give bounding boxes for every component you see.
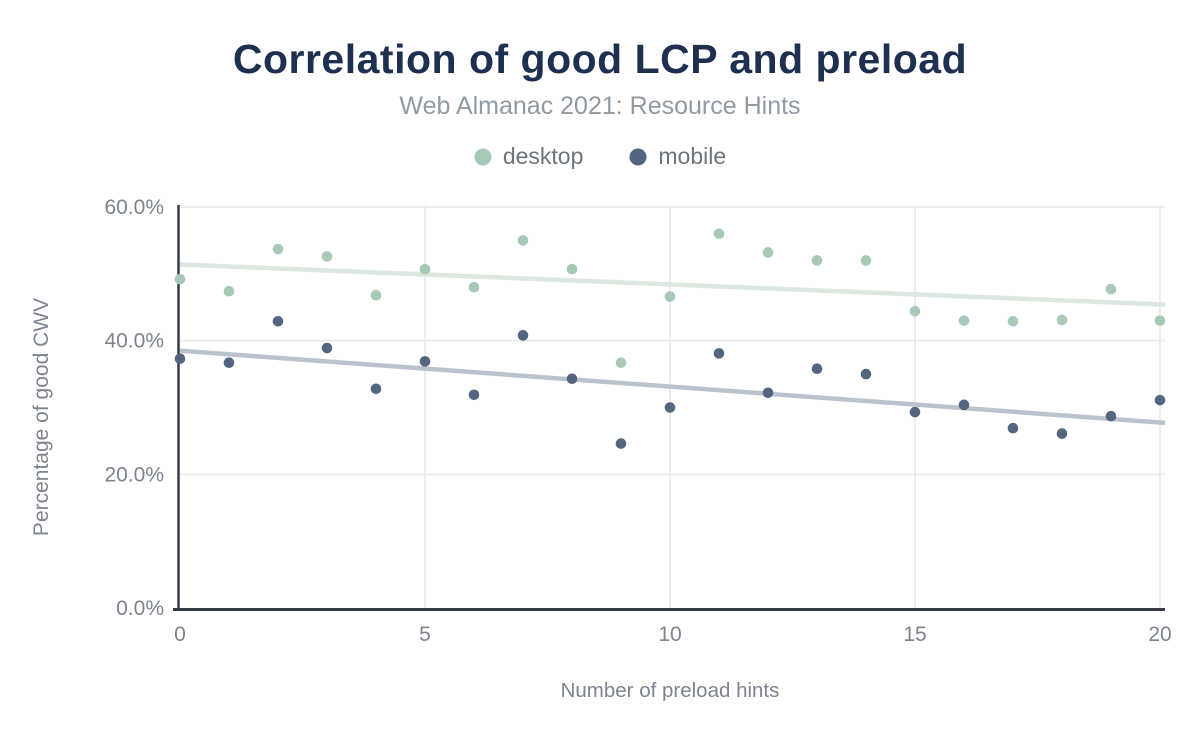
legend-label-mobile: mobile [658, 143, 727, 169]
data-point-mobile [223, 357, 235, 369]
data-point-desktop [762, 247, 774, 258]
x-tick-label: 20 [1148, 623, 1171, 646]
data-point-desktop [468, 281, 480, 293]
data-point-desktop [811, 255, 823, 266]
x-tick-label: 15 [903, 623, 926, 646]
trendline-mobile [179, 348, 1166, 426]
x-axis-title: Number of preload hints [561, 679, 780, 702]
data-point-mobile [517, 330, 529, 341]
mobile-swatch-icon [629, 148, 647, 165]
data-point-mobile [958, 399, 970, 411]
data-point-mobile [664, 402, 676, 413]
data-point-desktop [370, 289, 382, 301]
data-point-desktop [517, 235, 529, 246]
data-point-desktop [1105, 283, 1117, 295]
data-point-desktop [860, 255, 872, 266]
y-axis-title: Percentage of good CWV [30, 298, 53, 536]
chart-title: Correlation of good LCP and preload [232, 36, 968, 82]
data-point-desktop [958, 315, 970, 326]
data-point-desktop [615, 357, 627, 369]
chart-subtitle: Web Almanac 2021: Resource Hints [399, 92, 801, 120]
data-point-mobile [419, 356, 431, 367]
y-tick-label: 40.0% [104, 330, 164, 353]
data-point-mobile [1154, 394, 1166, 406]
data-point-desktop [272, 243, 284, 255]
data-point-mobile [1056, 428, 1068, 439]
data-point-mobile [762, 387, 774, 399]
data-point-desktop [174, 273, 186, 285]
data-point-desktop [713, 228, 725, 240]
legend: desktop mobile [0, 143, 1200, 170]
data-point-desktop [566, 263, 578, 275]
legend-item-desktop[interactable]: desktop [474, 143, 584, 170]
data-point-mobile [174, 353, 186, 365]
data-point-desktop [1056, 314, 1068, 326]
data-point-mobile [860, 368, 872, 380]
data-point-mobile [1105, 410, 1117, 422]
data-point-mobile [615, 438, 627, 449]
y-tick-label: 0.0% [116, 597, 164, 620]
data-point-mobile [909, 406, 921, 418]
y-tick-label: 20.0% [104, 463, 164, 486]
x-tick-label: 10 [658, 623, 681, 646]
desktop-swatch-icon [474, 148, 492, 165]
data-point-desktop [223, 285, 235, 297]
data-point-mobile [1007, 422, 1019, 434]
data-point-desktop [1154, 315, 1166, 326]
x-tick-label: 0 [174, 623, 186, 646]
data-point-desktop [1007, 315, 1019, 327]
data-point-mobile [566, 373, 578, 385]
x-tick-label: 5 [419, 623, 431, 646]
data-point-desktop [664, 291, 676, 302]
data-point-desktop [419, 263, 431, 275]
y-tick-label: 60.0% [104, 196, 164, 219]
data-point-mobile [321, 342, 333, 354]
data-point-mobile [713, 348, 725, 359]
data-point-mobile [468, 389, 480, 401]
data-point-mobile [811, 363, 823, 375]
legend-label-desktop: desktop [502, 143, 584, 169]
data-point-desktop [909, 305, 921, 317]
legend-item-mobile[interactable]: mobile [629, 143, 726, 170]
data-point-mobile [272, 315, 284, 327]
data-point-mobile [370, 383, 382, 395]
trendline-desktop [179, 262, 1166, 307]
data-point-desktop [321, 251, 333, 262]
